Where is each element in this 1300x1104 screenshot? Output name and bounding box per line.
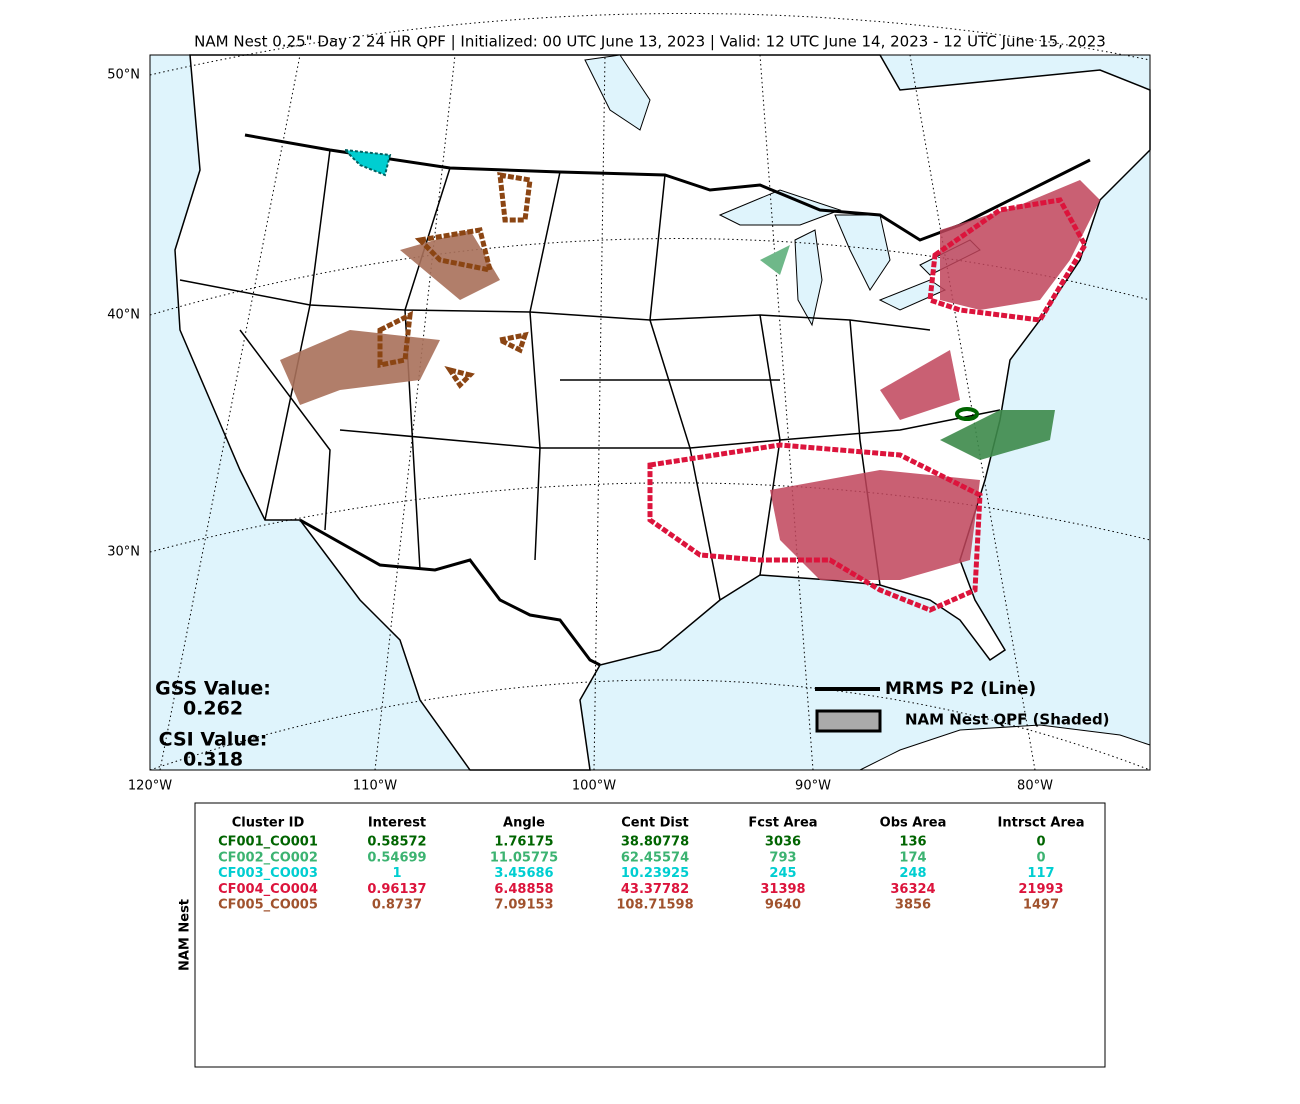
border (244, 133, 1091, 242)
lon-label: 100°W (572, 779, 616, 794)
table-cell: 0.8737 (372, 898, 422, 913)
lon-label: 90°W (795, 779, 831, 794)
table-header: Intrsct Area (998, 816, 1085, 831)
table-header: Cent Dist (621, 816, 689, 831)
score-label: GSS Value: (155, 678, 271, 700)
table-cell: 248 (899, 866, 926, 881)
table-cell: 43.37782 (621, 882, 689, 897)
table-cell: CF002_CO002 (218, 850, 318, 865)
table-cell: 136 (899, 835, 926, 850)
table-cell: 3036 (765, 835, 801, 850)
table-cell: CF004_CO004 (218, 882, 318, 897)
score-label: CSI Value: (159, 729, 268, 751)
table-cell: 9640 (765, 898, 801, 913)
lat-label: 40°N (107, 308, 140, 323)
table-cell: 1497 (1023, 898, 1059, 913)
table-cell: 0.58572 (367, 835, 426, 850)
table-cell: 1.76175 (494, 835, 553, 850)
frame (149, 54, 1151, 771)
table-header: Interest (368, 816, 426, 831)
score-value: 0.262 (183, 698, 243, 720)
table-cell: 36324 (890, 882, 935, 897)
lon-label: 80°W (1017, 779, 1053, 794)
table-header: Angle (503, 816, 545, 831)
land (174, 54, 1151, 771)
lat-labels: 50°N 40°N 30°N (107, 68, 140, 560)
lon-label: 110°W (353, 779, 397, 794)
legend-label: MRMS P2 (Line) (885, 679, 1036, 699)
lat-label: 50°N (107, 68, 140, 83)
lat-label: 30°N (107, 545, 140, 560)
table-header: Obs Area (880, 816, 947, 831)
title: NAM Nest 0.25" Day 2 24 HR QPF | Initial… (194, 33, 1106, 51)
table-cell: 3856 (895, 898, 931, 913)
table-cell: 10.23925 (621, 866, 689, 881)
table-cell: 0 (1036, 835, 1045, 850)
table-cell: 117 (1027, 866, 1054, 881)
table-cell: 0.54699 (367, 850, 426, 865)
graticule (149, 12, 1151, 771)
table-cell: 38.80778 (621, 835, 689, 850)
state-lines (179, 149, 1001, 601)
table-cell: 1 (392, 866, 401, 881)
table-cell: 174 (899, 850, 926, 865)
lon-labels: 120°W 110°W 100°W 90°W 80°W (128, 779, 1053, 794)
table: Cluster ID Interest Angle Cent Dist Fcst Are… (218, 816, 1084, 913)
table-header: Cluster ID (232, 816, 305, 831)
legend-swatch (815, 709, 882, 733)
table-cell: 21993 (1018, 882, 1063, 897)
table-cell: 793 (769, 850, 796, 865)
table-cell: CF005_CO005 (218, 898, 318, 913)
precip (280, 148, 1100, 613)
table-cell: 31398 (760, 882, 805, 897)
legend: MRMS P2 (Line) NAM Nest QPF (Shaded) (815, 679, 1110, 733)
table-cell: 7.09153 (494, 898, 553, 913)
table-cell: 245 (769, 866, 796, 881)
border (299, 518, 601, 667)
table-cell: 11.05775 (490, 850, 558, 865)
table-cell: 0.96137 (367, 882, 426, 897)
table-cell: 3.45686 (494, 866, 553, 881)
side-label: NAM Nest (178, 899, 193, 971)
table-cell: 108.71598 (616, 898, 693, 913)
table-cell: 62.45574 (621, 850, 689, 865)
legend-label: NAM Nest QPF (Shaded) (905, 711, 1110, 729)
table-cell: CF001_CO001 (218, 835, 318, 850)
score-value: 0.318 (183, 749, 243, 771)
table-cell: CF003_CO003 (218, 866, 318, 881)
scores: GSS Value:0.262 CSI Value:0.318 (155, 678, 271, 771)
table-cell: 6.48858 (494, 882, 553, 897)
table-cell: 0 (1036, 850, 1045, 865)
table-box (194, 802, 1106, 1068)
lon-label: 120°W (128, 779, 172, 794)
table-header: Fcst Area (748, 816, 817, 831)
map: 50°N 40°N 30°N 120°W 110°W 100°W 90°W 80°W GSS… (107, 12, 1151, 794)
